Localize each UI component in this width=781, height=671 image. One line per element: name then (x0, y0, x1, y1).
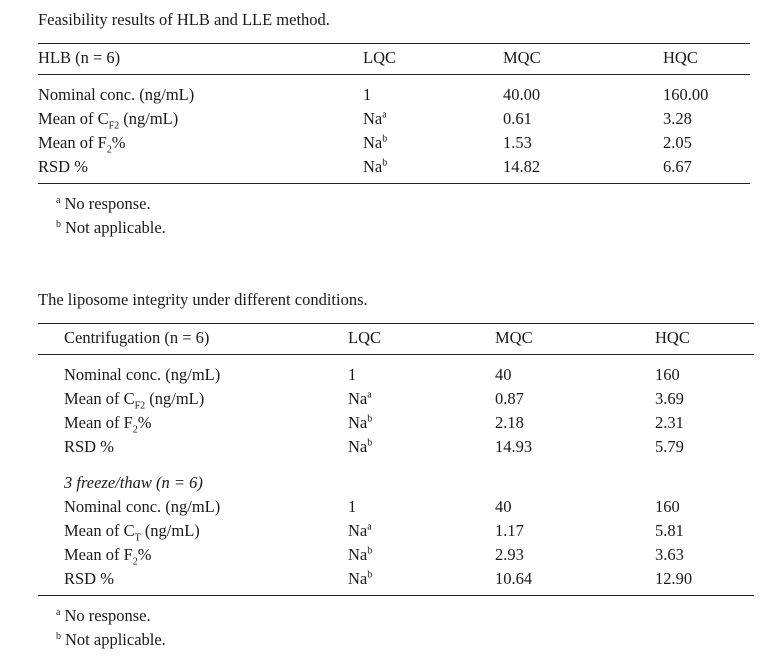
hqc-cell: 3.28 (663, 109, 692, 128)
footnote-mark: b (367, 437, 373, 449)
table1-header-hqc: HQC (663, 47, 698, 67)
row-label: Mean of F2% (64, 413, 152, 436)
table-row: RSD % Nab 10.64 12.90 (38, 567, 754, 595)
mqc-cell: 40.00 (503, 85, 541, 104)
mqc-cell: 14.93 (495, 437, 533, 456)
table-row: Mean of CF2 (ng/mL) Naa 0.61 3.28 (38, 107, 750, 131)
row-label: Mean of F2% (38, 133, 126, 156)
footnote-mark: b (382, 157, 388, 169)
table1-header-lqc: LQC (363, 47, 396, 67)
mqc-cell: 2.18 (495, 413, 524, 432)
feasibility-table: HLB (n = 6) LQC MQC HQC Nominal conc. (n… (38, 43, 750, 183)
footnote: b Not applicable. (56, 630, 166, 649)
lqc-cell: Nab (348, 545, 373, 564)
row-label: Mean of CF2 (ng/mL) (64, 389, 205, 412)
footnote-mark: b (367, 569, 373, 581)
table-row: Mean of F2% Nab 2.18 2.31 (38, 411, 754, 435)
mqc-cell: 2.93 (495, 545, 524, 564)
table-section-row: 3 freeze/thaw (n = 6) (38, 459, 754, 495)
row-label: RSD % (64, 437, 114, 456)
row-label: Mean of CT (ng/mL) (64, 521, 200, 544)
table1-bottom-rule (38, 183, 750, 184)
lqc-cell: Nab (348, 569, 373, 588)
footnote-mark: a (367, 389, 372, 401)
lqc-cell: Naa (348, 521, 372, 540)
footnote: a No response. (56, 194, 151, 213)
table-row: Nominal conc. (ng/mL) 1 40 160 (38, 495, 754, 519)
mqc-cell: 0.61 (503, 109, 532, 128)
hqc-cell: 2.31 (655, 413, 684, 432)
footnote: b Not applicable. (56, 218, 166, 237)
table1-header-method: HLB (n = 6) (38, 47, 121, 67)
mqc-cell: 40 (495, 365, 512, 384)
hqc-cell: 5.79 (655, 437, 684, 456)
table-row: Nominal conc. (ng/mL) 1 40 160 (38, 355, 754, 388)
footnote-mark: a (367, 521, 372, 533)
lqc-cell: Nab (363, 133, 388, 152)
row-label: RSD % (64, 569, 114, 588)
row-label: Mean of CF2 (ng/mL) (38, 109, 179, 132)
hqc-cell: 5.81 (655, 521, 684, 540)
lqc-cell: Nab (348, 413, 373, 432)
hqc-cell: 160 (655, 497, 680, 516)
hqc-cell: 3.63 (655, 545, 684, 564)
freeze-thaw-section-title: 3 freeze/thaw (n = 6) (64, 473, 203, 492)
footnote-mark: b (367, 413, 373, 425)
lqc-cell: Naa (363, 109, 387, 128)
table-row: Mean of F2% Nab 1.53 2.05 (38, 131, 750, 155)
mqc-cell: 1.53 (503, 133, 532, 152)
footnote-mark: b (382, 133, 388, 145)
liposome-table-block: The liposome integrity under different c… (38, 290, 754, 652)
footnote-mark: b (367, 545, 373, 557)
hqc-cell: 160 (655, 365, 680, 384)
lqc-cell: Nab (363, 157, 388, 176)
table-row: Mean of F2% Nab 2.93 3.63 (38, 543, 754, 567)
lqc-cell: 1 (363, 85, 372, 104)
table2-header-row: Centrifugation (n = 6) LQC MQC HQC (38, 323, 754, 355)
row-label: Nominal conc. (ng/mL) (64, 497, 221, 516)
row-label: Nominal conc. (ng/mL) (64, 365, 221, 384)
table1-caption: Feasibility results of HLB and LLE metho… (38, 10, 330, 29)
table2-header-condition: Centrifugation (n = 6) (64, 327, 210, 347)
hqc-cell: 160.00 (663, 85, 709, 104)
lqc-cell: 1 (348, 365, 357, 384)
table1-header-row: HLB (n = 6) LQC MQC HQC (38, 43, 750, 75)
table1-footnotes: a No response. b Not applicable. (38, 192, 750, 240)
mqc-cell: 14.82 (503, 157, 541, 176)
table2-bottom-rule (38, 595, 754, 596)
hqc-cell: 3.69 (655, 389, 684, 408)
mqc-cell: 0.87 (495, 389, 524, 408)
hqc-cell: 12.90 (655, 569, 693, 588)
mqc-cell: 1.17 (495, 521, 524, 540)
table2-header-lqc: LQC (348, 327, 381, 347)
hqc-cell: 2.05 (663, 133, 692, 152)
table-row: Nominal conc. (ng/mL) 1 40.00 160.00 (38, 75, 750, 108)
table-row: Mean of CF2 (ng/mL) Naa 0.87 3.69 (38, 387, 754, 411)
lqc-cell: 1 (348, 497, 357, 516)
table-row: RSD % Nab 14.93 5.79 (38, 435, 754, 459)
footnote: a No response. (56, 606, 151, 625)
table-row: Mean of CT (ng/mL) Naa 1.17 5.81 (38, 519, 754, 543)
liposome-table: Centrifugation (n = 6) LQC MQC HQC Nomin… (38, 323, 754, 595)
table2-footnotes: a No response. b Not applicable. (38, 604, 754, 652)
row-label: Nominal conc. (ng/mL) (38, 85, 195, 104)
mqc-cell: 40 (495, 497, 512, 516)
footnote-mark: a (382, 109, 387, 121)
table1-header-mqc: MQC (503, 47, 541, 67)
table2-header-hqc: HQC (655, 327, 690, 347)
hqc-cell: 6.67 (663, 157, 692, 176)
row-label: RSD % (38, 157, 88, 176)
row-label: Mean of F2% (64, 545, 152, 568)
feasibility-table-block: Feasibility results of HLB and LLE metho… (38, 10, 750, 240)
mqc-cell: 10.64 (495, 569, 533, 588)
table-row: RSD % Nab 14.82 6.67 (38, 155, 750, 183)
table2-header-mqc: MQC (495, 327, 533, 347)
lqc-cell: Naa (348, 389, 372, 408)
lqc-cell: Nab (348, 437, 373, 456)
table2-caption: The liposome integrity under different c… (38, 290, 368, 309)
